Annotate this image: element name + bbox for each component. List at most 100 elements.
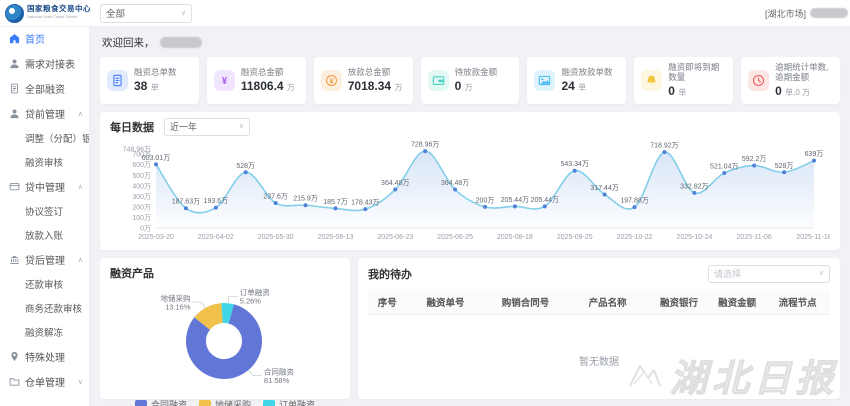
svg-text:718.92万: 718.92万: [650, 141, 678, 149]
stat-icon-wrap: [107, 69, 128, 91]
data-point[interactable]: [572, 168, 577, 173]
redacted-username[interactable]: [810, 8, 848, 18]
legend-item-订单融资[interactable]: 订单融资: [263, 398, 315, 406]
svg-text:600万: 600万: [132, 161, 151, 169]
sidebar-subitem-融资审核[interactable]: 融资审核: [0, 150, 89, 174]
card-icon: [9, 183, 20, 191]
data-point[interactable]: [542, 203, 547, 208]
sidebar-item-特殊处理[interactable]: 特殊处理: [0, 344, 89, 369]
data-point[interactable]: [722, 170, 727, 175]
data-point[interactable]: [752, 163, 757, 168]
sidebar-subitem-还款审核[interactable]: 还款审核: [0, 272, 89, 296]
svg-text:700万: 700万: [132, 150, 151, 158]
daily-data-title: 每日数据: [110, 121, 154, 134]
svg-text:187.63万: 187.63万: [172, 197, 200, 205]
welcome-text: 欢迎回来，: [102, 37, 155, 49]
svg-text:592.2万: 592.2万: [742, 155, 767, 163]
sidebar-item-全部融资[interactable]: 全部融资: [0, 76, 89, 101]
svg-text:订单融资: 订单融资: [240, 287, 270, 297]
stat-label: 融资总金额: [240, 66, 284, 77]
sidebar-item-贷前管理[interactable]: 贷前管理 ∧: [0, 101, 89, 126]
data-point[interactable]: [812, 158, 816, 163]
data-point[interactable]: [363, 206, 368, 211]
market-filter-value: 全部: [106, 9, 126, 20]
sidebar-item-label: 特殊处理: [25, 353, 65, 364]
svg-text:100万: 100万: [132, 213, 151, 221]
sidebar-item-仓单管理[interactable]: 仓单管理 ∨: [0, 369, 89, 394]
data-point[interactable]: [183, 205, 188, 210]
data-point[interactable]: [782, 169, 787, 174]
donut-slice-2[interactable]: [221, 302, 234, 324]
stat-unit: 万: [286, 82, 295, 92]
donut-slice-1[interactable]: [194, 302, 224, 330]
svg-text:2025-03-20: 2025-03-20: [138, 234, 174, 241]
financing-products-title: 融资产品: [110, 267, 154, 280]
data-point[interactable]: [453, 187, 458, 192]
data-point[interactable]: [333, 205, 338, 210]
svg-text:2025-06-23: 2025-06-23: [377, 234, 413, 241]
svg-text:178.43万: 178.43万: [351, 198, 379, 206]
stat-label: 放款总金额: [347, 66, 391, 77]
data-point[interactable]: [483, 204, 487, 209]
legend-item-合同融资[interactable]: 合同融资: [134, 398, 187, 406]
chevron-down-icon: ∨: [238, 123, 244, 131]
sidebar-subitem-协议签订[interactable]: 协议签订: [0, 199, 89, 223]
chevron-up-icon: ∧: [77, 256, 83, 264]
sidebar-subitem-融资解冻[interactable]: 融资解冻: [0, 320, 89, 344]
todo-filter-placeholder: 请选择: [714, 269, 742, 280]
data-point[interactable]: [393, 187, 398, 192]
chevron-up-icon: ∧: [77, 110, 83, 118]
sidebar-item-label: 贷中管理: [25, 183, 65, 194]
user-market-label: [湖北市场]: [764, 8, 806, 19]
redacted-welcome-name: [159, 37, 202, 48]
table-column-header-3: 产品名称: [566, 289, 649, 315]
area-fill: [156, 150, 814, 228]
table-column-header-6: 流程节点: [765, 289, 830, 315]
market-filter-select[interactable]: 全部 ∨: [100, 3, 192, 23]
sidebar-subitem-放款入账[interactable]: 放款入账: [0, 223, 89, 247]
data-point[interactable]: [273, 200, 278, 205]
svg-text:528万: 528万: [236, 161, 255, 169]
stat-unit: 单: [578, 82, 587, 92]
stat-unit: 单: [150, 82, 159, 92]
sidebar-item-label: 首页: [25, 35, 45, 46]
stat-value: 0 万: [454, 78, 473, 93]
sidebar-item-需求对接表[interactable]: 需求对接表: [0, 51, 89, 76]
stat-value: 24 单: [561, 78, 587, 93]
my-todo-card: 我的待办 请选择 ∨ 序号 融资单号 购销合同号 产品名称 融资银行 融资金额 流程节点 暂…: [358, 257, 840, 399]
todo-filter-select[interactable]: 请选择 ∨: [708, 264, 830, 283]
stat-card-3: 待放款金额 0 万: [420, 57, 520, 104]
sidebar-item-label: 贷后管理: [25, 256, 65, 267]
sidebar-subitem-商务还款审核[interactable]: 商务还款审核: [0, 296, 89, 320]
yuan-icon: ¥: [222, 76, 228, 87]
legend-item-地储采购[interactable]: 地储采购: [198, 398, 251, 406]
doc-icon: [11, 83, 18, 94]
svg-text:2025-11-06: 2025-11-06: [737, 234, 772, 241]
app-logo: 国家粮食交易中心 National Grain Trade Center: [0, 3, 92, 23]
donut-slice-0[interactable]: [186, 303, 262, 379]
svg-text:2025-04-02: 2025-04-02: [198, 234, 234, 241]
data-point[interactable]: [692, 190, 697, 195]
svg-text:地储采购: 地储采购: [161, 293, 191, 303]
svg-text:748.96万: 748.96万: [123, 145, 151, 153]
data-point[interactable]: [423, 148, 428, 153]
data-point[interactable]: [303, 202, 308, 207]
data-point[interactable]: [243, 169, 248, 174]
stat-icon-wrap: ¥: [213, 69, 235, 91]
stat-value: 0 单: [668, 83, 687, 98]
data-point[interactable]: [602, 192, 607, 197]
data-point[interactable]: [154, 161, 158, 166]
sidebar-item-贷中管理[interactable]: 贷中管理 ∧: [0, 174, 89, 199]
table-column-header-5: 融资金额: [709, 289, 766, 315]
svg-text:237.6万: 237.6万: [263, 192, 288, 200]
svg-text:0万: 0万: [140, 224, 151, 232]
data-point[interactable]: [512, 203, 517, 208]
data-point[interactable]: [213, 205, 218, 210]
sidebar-subitem-label: 放款入账: [25, 231, 64, 242]
date-range-select[interactable]: 近一年 ∨: [164, 117, 250, 136]
sidebar-item-首页[interactable]: 首页: [0, 26, 89, 51]
sidebar-item-贷后管理[interactable]: 贷后管理 ∧: [0, 247, 89, 272]
data-point[interactable]: [632, 204, 637, 209]
sidebar-subitem-调整（分配）银行[interactable]: 调整（分配）银行: [0, 126, 89, 150]
data-point[interactable]: [662, 149, 667, 154]
